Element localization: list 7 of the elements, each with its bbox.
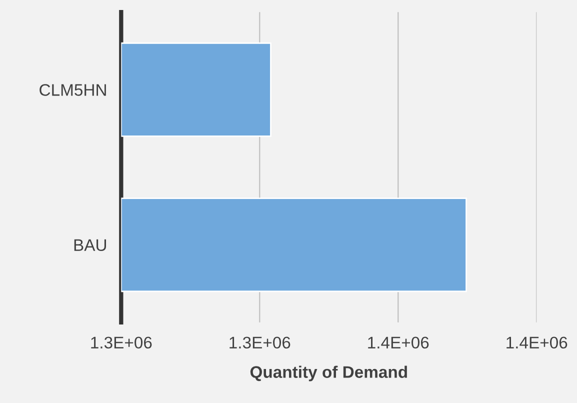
y-tick-label: BAU	[74, 239, 106, 252]
x-axis-title: Quantity of Demand	[250, 366, 407, 382]
x-tick-label: 1.3E+06	[91, 336, 152, 349]
x-tick-label: 1.3E+06	[230, 336, 290, 349]
x-tick-label: 1.4E+06	[368, 336, 429, 349]
x-tick-label: 1.4E+06	[506, 336, 568, 349]
y-tick-label: CLM5HN	[40, 84, 106, 96]
